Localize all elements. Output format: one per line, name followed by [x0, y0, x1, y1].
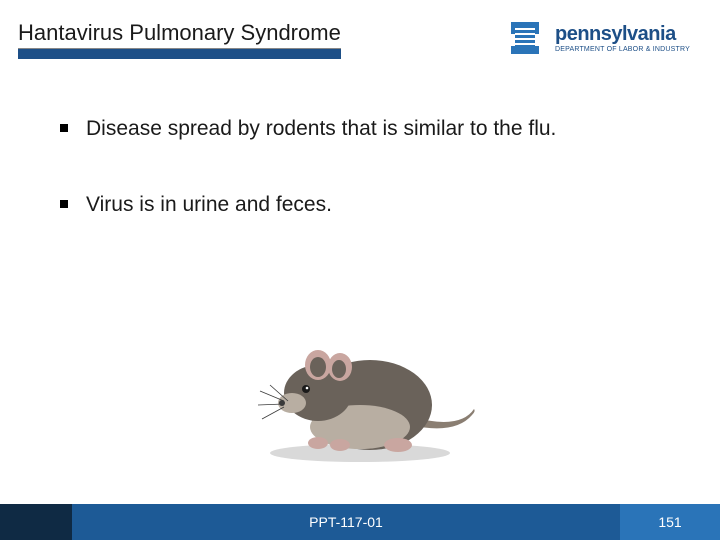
- page-title: Hantavirus Pulmonary Syndrome: [18, 20, 341, 49]
- list-item: Disease spread by rodents that is simila…: [60, 115, 670, 143]
- slide: Hantavirus Pulmonary Syndrome pennsylvan…: [0, 0, 720, 540]
- bullet-text: Virus is in urine and feces.: [86, 191, 332, 219]
- footer-page-number: 151: [620, 504, 720, 540]
- brand-name: pennsylvania: [555, 24, 690, 44]
- rodent-icon: [240, 285, 480, 465]
- bullet-square-icon: [60, 200, 68, 208]
- title-accent-bar: [18, 49, 341, 59]
- list-item: Virus is in urine and feces.: [60, 191, 670, 219]
- rodent-image: [240, 285, 480, 465]
- bullet-text: Disease spread by rodents that is simila…: [86, 115, 556, 143]
- brand-logo: pennsylvania DEPARTMENT OF LABOR & INDUS…: [505, 18, 690, 58]
- bullet-square-icon: [60, 124, 68, 132]
- footer-accent-left: [0, 504, 72, 540]
- footer-bar: PPT-117-01 151: [0, 504, 720, 540]
- content-area: Disease spread by rodents that is simila…: [60, 115, 670, 268]
- footer-doc-id: PPT-117-01: [72, 504, 620, 540]
- title-bar: Hantavirus Pulmonary Syndrome: [18, 20, 341, 59]
- brand-subtitle: DEPARTMENT OF LABOR & INDUSTRY: [555, 46, 690, 53]
- keystone-icon: [505, 18, 545, 58]
- brand-text: pennsylvania DEPARTMENT OF LABOR & INDUS…: [555, 24, 690, 53]
